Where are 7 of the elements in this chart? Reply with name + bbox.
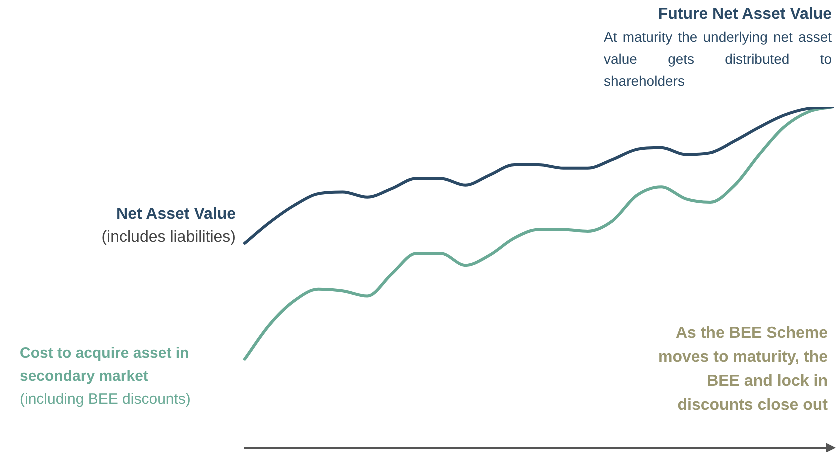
text: (includes liabilities) xyxy=(100,228,236,248)
text: Future Net Asset Value xyxy=(657,5,832,25)
text: At maturity the underlying net asset value gets distributed to shareholders xyxy=(604,28,832,91)
text: (including BEE discounts) xyxy=(20,390,192,410)
text: Cost to acquire asset in secondary market xyxy=(20,344,190,387)
annotation: As the BEE Scheme moves to maturity, the BEE and lock in discounts close out xyxy=(657,324,828,416)
series-label: Net Asset Value xyxy=(116,205,236,225)
